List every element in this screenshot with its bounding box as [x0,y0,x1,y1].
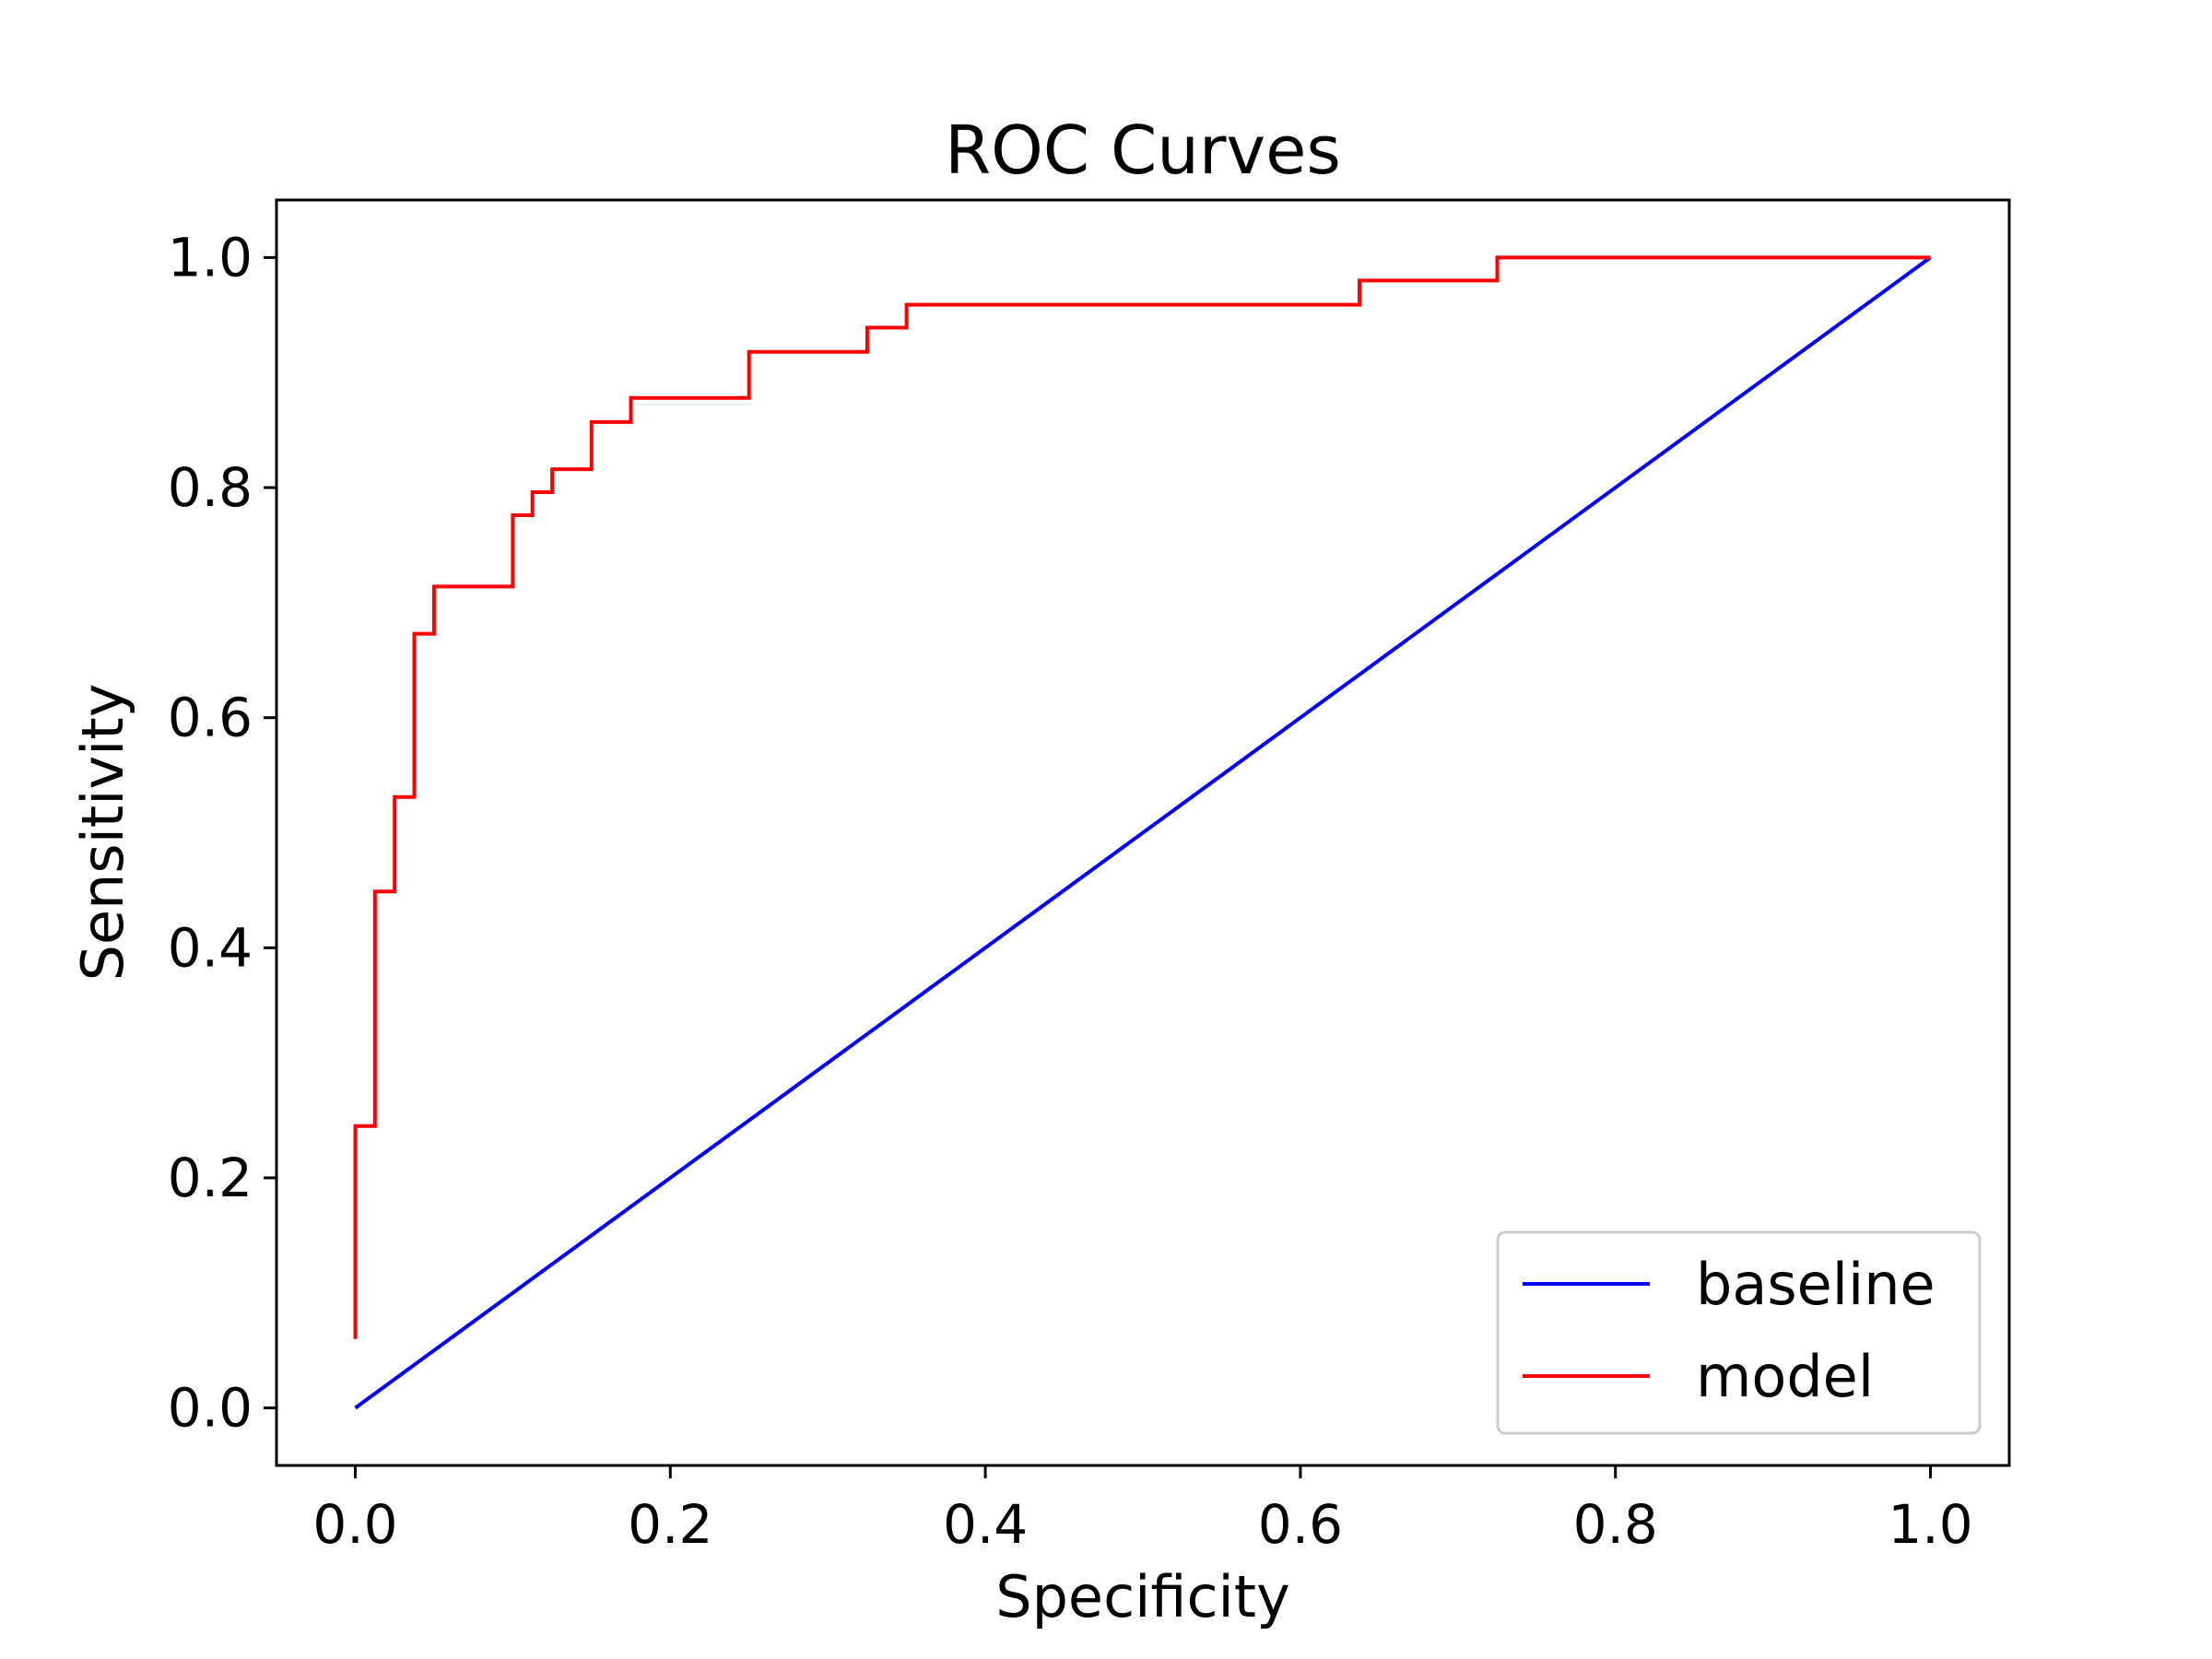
y-tick-label: 0.2 [168,1147,253,1209]
plot-frame [275,198,2011,1467]
series-line-model [353,255,1931,1339]
y-tick-label: 0.0 [168,1377,253,1440]
y-axis-label: Sensitivity [69,684,136,982]
y-tick-label: 0.4 [168,916,253,979]
legend-label-baseline: baseline [1696,1251,1936,1318]
x-tick-label: 0.0 [312,1493,397,1556]
x-tick-label: 0.4 [943,1493,1028,1556]
series-line-baseline [354,255,1932,1410]
chart-title: ROC Curves [945,112,1341,189]
x-tick-label: 0.6 [1258,1493,1343,1556]
x-axis: 0.0 0.2 0.4 0.6 0.8 1.0 [312,1465,1973,1556]
legend-label-model: model [1696,1343,1874,1410]
x-tick-label: 0.8 [1573,1493,1658,1556]
legend: baseline model [1496,1230,1982,1435]
x-axis-label: Specificity [995,1563,1290,1630]
plot-lines [353,255,1932,1410]
x-tick-label: 0.2 [628,1493,712,1556]
y-tick-label: 0.8 [168,456,253,519]
y-tick-label: 0.6 [168,687,253,749]
x-tick-label: 1.0 [1888,1493,1972,1556]
y-tick-label: 1.0 [168,226,253,288]
y-axis: 0.0 0.2 0.4 0.6 0.8 1.0 [168,226,276,1440]
